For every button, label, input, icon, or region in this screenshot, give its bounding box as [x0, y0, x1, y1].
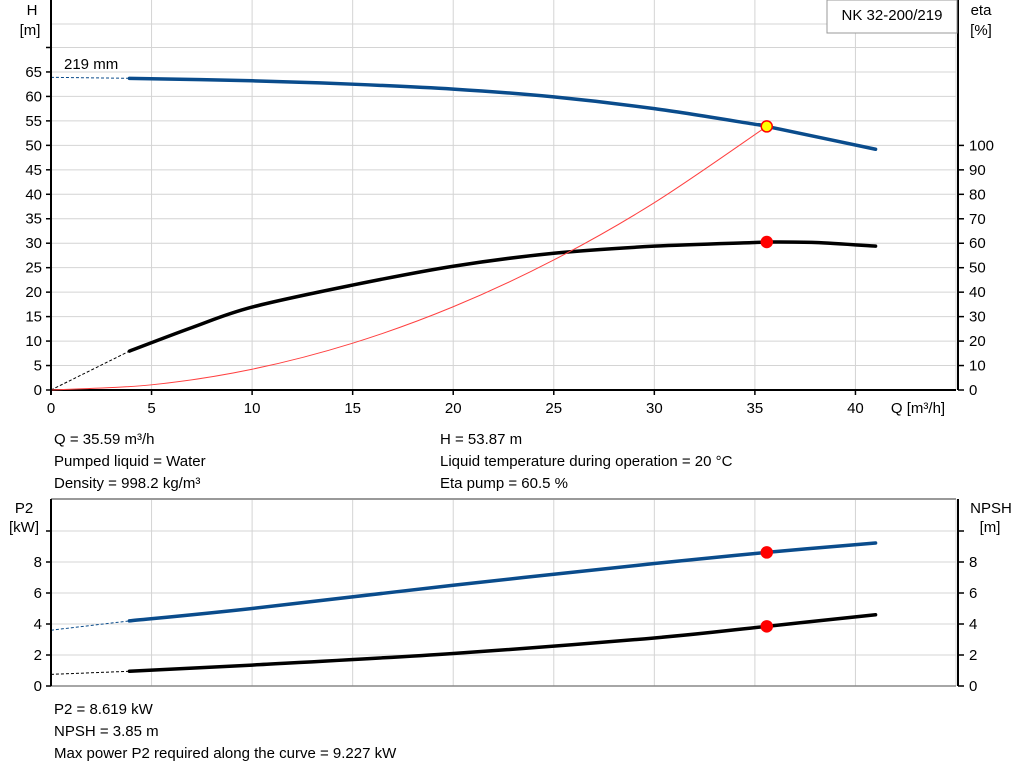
top-right-tick-label: 40	[969, 284, 986, 301]
bottom-left-tick-label: 8	[34, 554, 42, 571]
h-extrapolated-line	[50, 76, 130, 79]
top-right-tick-label: 60	[969, 235, 986, 252]
pump-model-box	[826, 0, 958, 34]
q-axis-tick-label: 0	[47, 400, 55, 417]
eta-readout: Eta pump = 60.5 %	[440, 475, 568, 492]
top-right-tick-label: 20	[969, 333, 986, 350]
bottom-right-tick-label: 2	[969, 647, 977, 664]
eta-axis-label: eta	[971, 2, 993, 19]
pump-model-title: NK 32-200/219	[842, 7, 943, 24]
bottom-left-tick-label: 6	[34, 585, 42, 602]
top-left-tick-label: 55	[25, 113, 42, 130]
q-axis-tick-label: 10	[244, 400, 261, 417]
top-left-tick-label: 15	[25, 309, 42, 326]
liquid-temperature: Liquid temperature during operation = 20…	[440, 453, 733, 470]
top-left-tick-label: 65	[25, 64, 42, 81]
bottom-left-tick-label: 2	[34, 647, 42, 664]
q-axis-tick-label: 15	[344, 400, 361, 417]
top-chart-grid	[51, 0, 957, 391]
top-left-tick-label: 20	[25, 284, 42, 301]
p2-axis-label: P2	[15, 500, 33, 517]
h-operating-point	[760, 120, 774, 133]
bottom-chart-grid	[51, 498, 957, 687]
top-left-tick-label: 10	[25, 333, 42, 350]
p2-operating-point	[760, 546, 774, 559]
top-left-tick-label: 45	[25, 162, 42, 179]
top-right-tick-label: 50	[969, 260, 986, 277]
top-right-tick-label: 70	[969, 211, 986, 228]
npsh-axis-unit: [m]	[980, 519, 1001, 536]
p2-axis-unit: [kW]	[9, 519, 39, 536]
q-axis-tick-label: 5	[147, 400, 155, 417]
top-left-tick-label: 25	[25, 260, 42, 277]
top-left-tick-label: 30	[25, 235, 42, 252]
top-right-tick-label: 90	[969, 162, 986, 179]
npsh-operating-point	[760, 620, 774, 633]
bottom-left-tick-label: 4	[34, 616, 42, 633]
curve-label-219mm: 219 mm	[64, 56, 118, 73]
q-axis-tick-label: 20	[445, 400, 462, 417]
q-axis-tick-label: 30	[646, 400, 663, 417]
eta-operating-point	[760, 235, 774, 249]
chart-axes: 0510152025303540455055606501020304050607…	[25, 0, 994, 695]
q-axis-label: Q [m³/h]	[891, 400, 945, 417]
top-right-tick-label: 30	[969, 309, 986, 326]
top-right-tick-label: 10	[969, 358, 986, 375]
bottom-right-tick-label: 0	[969, 678, 977, 695]
npsh-readout: NPSH = 3.85 m	[54, 723, 159, 740]
eta-curve	[127, 240, 878, 353]
p2-extrapolated-line	[50, 620, 130, 631]
top-right-tick-label: 80	[969, 186, 986, 203]
q-axis-tick-label: 40	[847, 400, 864, 417]
top-left-tick-label: 5	[34, 358, 42, 375]
top-left-tick-label: 40	[25, 186, 42, 203]
max-power-readout: Max power P2 required along the curve = …	[54, 745, 397, 762]
top-right-tick-label: 100	[969, 137, 994, 154]
pumped-liquid: Pumped liquid = Water	[54, 453, 206, 470]
q-axis-tick-label: 25	[545, 400, 562, 417]
top-left-tick-label: 50	[25, 137, 42, 154]
npsh-axis-label: NPSH	[970, 500, 1012, 517]
top-left-tick-label: 35	[25, 211, 42, 228]
bottom-left-tick-label: 0	[34, 678, 42, 695]
h-axis-unit: [m]	[20, 22, 41, 39]
system-curve	[50, 125, 768, 391]
h-curve	[127, 76, 878, 152]
bottom-right-tick-label: 6	[969, 585, 977, 602]
q-readout: Q = 35.59 m³/h	[54, 431, 155, 448]
npsh-extrapolated-line	[50, 670, 130, 675]
density: Density = 998.2 kg/m³	[54, 475, 201, 492]
h-axis-label: H	[27, 2, 38, 19]
top-left-tick-label: 0	[34, 382, 42, 399]
eta-axis-unit: [%]	[970, 22, 992, 39]
q-axis-tick-label: 35	[747, 400, 764, 417]
eta-extrapolated-line	[50, 350, 130, 391]
p2-readout: P2 = 8.619 kW	[54, 701, 153, 718]
h-readout: H = 53.87 m	[440, 431, 523, 448]
top-left-tick-label: 60	[25, 88, 42, 105]
bottom-right-tick-label: 8	[969, 554, 977, 571]
top-right-tick-label: 0	[969, 382, 977, 399]
chart-marks	[50, 76, 878, 675]
bottom-right-tick-label: 4	[969, 616, 977, 633]
